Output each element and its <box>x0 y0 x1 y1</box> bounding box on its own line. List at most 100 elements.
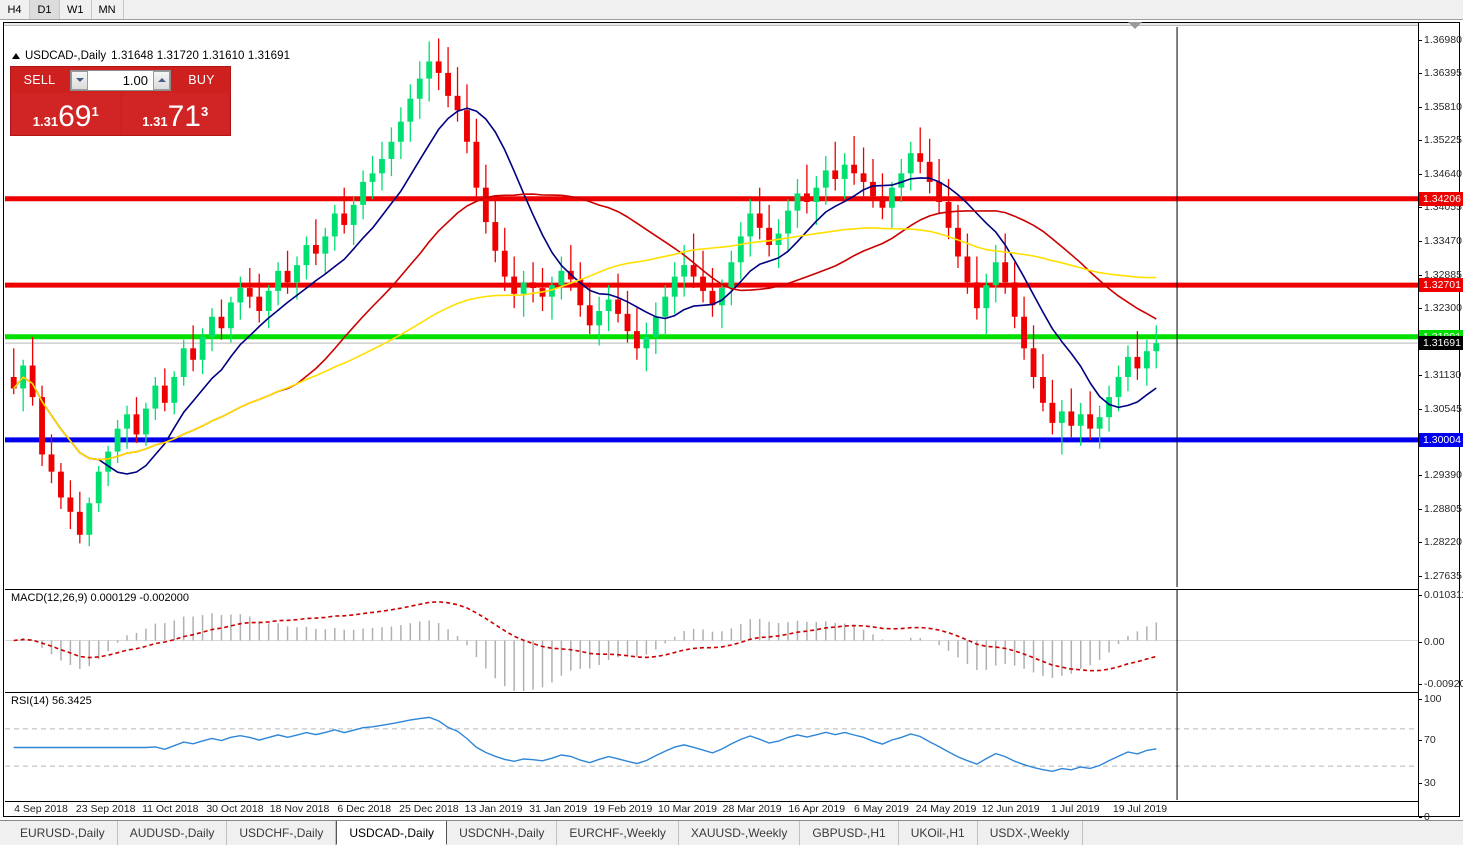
timeframe-toolbar: H4 D1 W1 MN <box>0 0 1463 20</box>
chart-tab-ukoil[interactable]: UKOil-,H1 <box>899 821 978 845</box>
date-tick: 4 Sep 2018 <box>14 803 68 815</box>
collapse-triangle-icon[interactable] <box>12 53 20 59</box>
timeframe-mn[interactable]: MN <box>91 0 124 19</box>
chart-tab-xauusd[interactable]: XAUUSD-,Weekly <box>679 821 801 845</box>
candle-body <box>209 316 215 337</box>
timeframe-d1[interactable]: D1 <box>30 0 60 19</box>
toolbar-spacer <box>123 0 1463 19</box>
candle-body <box>888 187 895 208</box>
candle-body <box>10 377 17 389</box>
sell-price-button[interactable]: 1.31 69 1 <box>12 93 120 134</box>
one-click-trading-panel[interactable]: SELL 1.00 BUY 1.31 69 1 1.31 71 3 <box>10 66 231 136</box>
candle-body <box>397 121 404 142</box>
rsi-label: RSI(14) 56.3425 <box>11 695 92 707</box>
candle-body <box>1143 351 1150 369</box>
candle-body <box>530 282 536 289</box>
chart-tab-eurchf[interactable]: EURCHF-,Weekly <box>557 821 679 845</box>
candle-body <box>794 193 801 211</box>
price-badge-support-blue[interactable]: 1.30004 <box>1419 432 1463 447</box>
candle-body <box>171 377 178 403</box>
candle-body <box>29 365 36 398</box>
candle-body <box>926 161 933 182</box>
date-tick: 18 Nov 2018 <box>269 803 330 815</box>
chart-tab-usdcnh[interactable]: USDCNH-,Daily <box>447 821 558 845</box>
candle-body <box>331 213 338 237</box>
candle-body <box>1106 397 1112 418</box>
date-tick: 12 Jun 2019 <box>981 803 1040 815</box>
candle-body <box>105 451 112 472</box>
candle-body <box>67 497 74 512</box>
price-tick: 1.27635 <box>1419 570 1462 582</box>
price-tick: 1.35225 <box>1419 134 1462 146</box>
price-badge-current-price[interactable]: 1.31691 <box>1419 336 1463 351</box>
candle-body <box>294 265 300 283</box>
rsi-plot <box>5 693 1419 800</box>
rsi-line <box>13 716 1157 773</box>
chart-tab-audusd[interactable]: AUDUSD-,Daily <box>118 821 228 845</box>
candle-body <box>454 95 461 111</box>
buy-price-point: 3 <box>200 104 209 119</box>
candle-body <box>1077 414 1084 426</box>
macd-tick: 0.010311 <box>1419 589 1463 601</box>
candle-body <box>322 236 329 254</box>
sell-price-main: 69 <box>58 100 92 134</box>
candle-body <box>501 250 508 277</box>
timeframe-h4[interactable]: H4 <box>0 0 30 19</box>
candle-body <box>643 336 650 349</box>
chart-tab-eurusd[interactable]: EURUSD-,Daily <box>8 821 118 845</box>
chart-tab-usdcad[interactable]: USDCAD-,Daily <box>336 821 448 845</box>
candle-body <box>652 316 659 337</box>
date-tick: 16 Apr 2019 <box>788 803 846 815</box>
chart-tab-usdx[interactable]: USDX-,Weekly <box>978 821 1083 845</box>
price-badge-resistance[interactable]: 1.34206 <box>1419 191 1463 206</box>
candle-body <box>284 270 291 283</box>
chevron-up-icon <box>157 78 166 82</box>
price-pane[interactable] <box>5 27 1419 587</box>
candle-body <box>464 110 470 142</box>
date-axis[interactable]: 4 Sep 2018 23 Sep 2018 11 Oct 2018 30 Oct 2… <box>5 801 1419 816</box>
rsi-tick: 0 <box>1419 811 1430 823</box>
candle-body <box>511 276 518 294</box>
buy-button[interactable]: BUY <box>188 73 215 87</box>
sell-button[interactable]: SELL <box>23 73 56 87</box>
price-scale-axis[interactable]: 1.36980 1.36395 1.35810 1.35225 1.34640 1.340… <box>1418 23 1463 823</box>
price-tick: 1.29390 <box>1419 469 1462 481</box>
candle-body <box>190 348 197 360</box>
volume-decrease-button[interactable] <box>71 70 88 90</box>
volume-input[interactable]: 1.00 <box>122 72 148 88</box>
price-tick: 1.28805 <box>1419 503 1462 515</box>
candle-body <box>634 331 640 349</box>
chevron-down-marker-icon[interactable] <box>1128 22 1142 29</box>
price-badge-resistance[interactable]: 1.32701 <box>1419 278 1463 293</box>
candle-body <box>728 262 735 289</box>
price-tick: 1.32300 <box>1419 302 1462 314</box>
candle-group <box>10 38 1160 547</box>
volume-input-group[interactable]: 1.00 <box>70 69 171 91</box>
candle-body <box>832 170 839 180</box>
symbol-ohlc-values: 1.31648 1.31720 1.31610 1.31691 <box>111 50 291 62</box>
candle-body <box>265 290 272 312</box>
macd-pane[interactable]: MACD(12,26,9) 0.000129 -0.002000 <box>5 589 1419 691</box>
chart-tab-usdchf[interactable]: USDCHF-,Daily <box>227 821 337 845</box>
candle-body <box>199 336 206 360</box>
rsi-tick: 30 <box>1419 777 1436 789</box>
chart-tab-gbpusd[interactable]: GBPUSD-,H1 <box>800 821 899 845</box>
candle-body <box>1096 417 1103 429</box>
buy-price-button[interactable]: 1.31 71 3 <box>121 93 229 134</box>
candle-body <box>870 181 876 197</box>
volume-increase-button[interactable] <box>153 70 170 90</box>
date-tick: 11 Oct 2018 <box>142 803 199 815</box>
oct-price-row: 1.31 69 1 1.31 71 3 <box>11 93 230 135</box>
candle-body <box>577 279 584 306</box>
rsi-pane[interactable]: RSI(14) 56.3425 <box>5 692 1419 800</box>
macd-plot <box>5 590 1419 691</box>
candle-body <box>700 276 706 291</box>
symbol-header: USDCAD-,Daily 1.31648 1.31720 1.31610 1.… <box>12 50 290 62</box>
date-tick: 19 Feb 2019 <box>593 803 653 815</box>
candle-body <box>426 61 433 79</box>
timeframe-w1[interactable]: W1 <box>60 0 92 19</box>
candle-body <box>142 408 149 435</box>
price-tick: 1.36395 <box>1419 67 1462 79</box>
candle-body <box>275 270 282 291</box>
